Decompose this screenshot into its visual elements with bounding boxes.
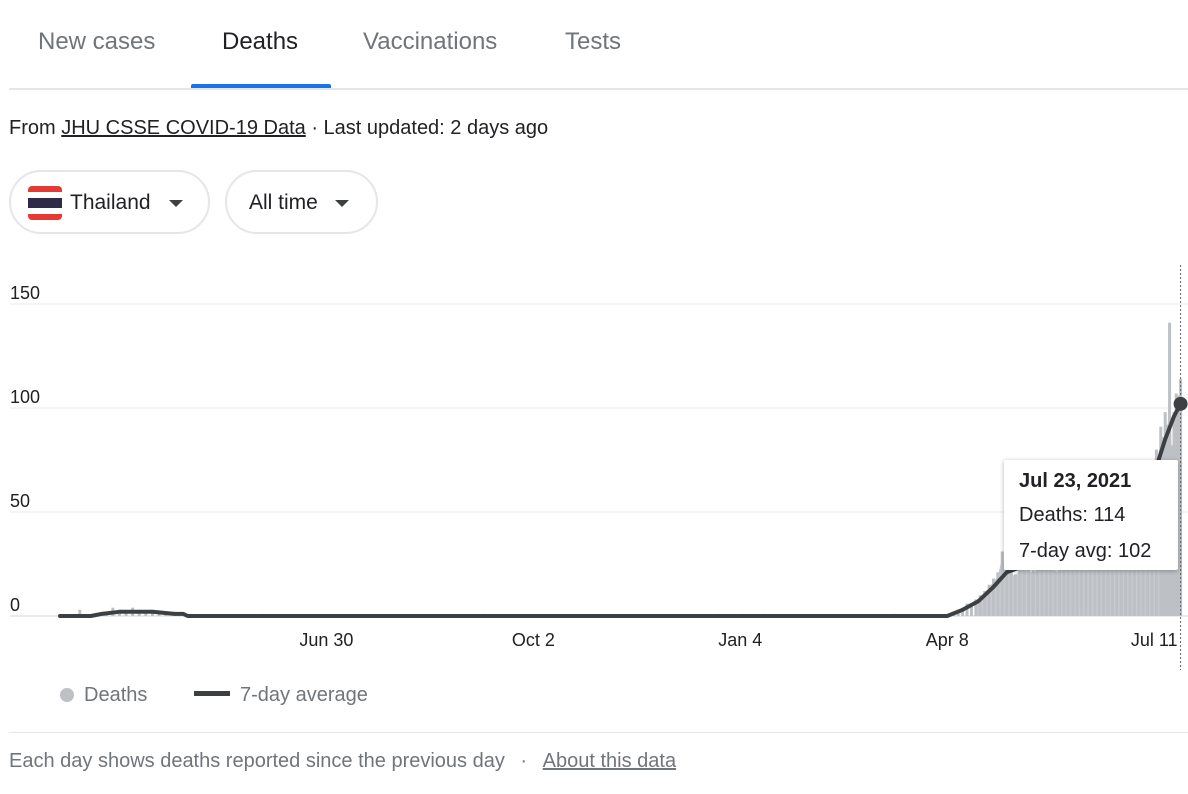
caret-down-icon: [335, 200, 349, 207]
tab-bar: New cases Deaths Vaccinations Tests: [9, 0, 1188, 90]
caret-down-icon: [169, 200, 183, 207]
death-bar: [144, 611, 148, 616]
chart-tooltip: Jul 23, 2021 Deaths: 114 7-day avg: 102: [1004, 460, 1178, 570]
footer: Each day shows deaths reported since the…: [9, 750, 676, 773]
last-updated: · Last updated: 2 days ago: [311, 117, 549, 139]
source-prefix: From: [9, 117, 56, 139]
x-tick-label: Apr 8: [926, 630, 969, 650]
x-tick-label: Oct 2: [512, 630, 555, 650]
death-bar: [965, 603, 969, 616]
tooltip-deaths: Deaths: 114: [1019, 504, 1126, 526]
time-range-label: All time: [249, 191, 318, 214]
tab-new-cases[interactable]: New cases: [38, 28, 156, 55]
y-tick-label: 0: [10, 595, 20, 615]
country-label: Thailand: [70, 191, 151, 214]
legend-average-label: 7-day average: [240, 684, 368, 706]
tab-vaccinations[interactable]: Vaccinations: [363, 28, 498, 55]
thailand-flag-icon: [28, 186, 62, 220]
tab-deaths[interactable]: Deaths: [222, 28, 299, 55]
footer-separator: ·: [520, 750, 528, 772]
y-tick-label: 150: [10, 283, 40, 303]
tooltip-average: 7-day avg: 102: [1019, 540, 1152, 562]
death-bar: [124, 611, 128, 616]
active-tab-indicator: [191, 84, 331, 88]
hover-point: [1173, 396, 1188, 411]
legend-average: 7-day average: [194, 684, 368, 707]
y-tick-label: 100: [10, 387, 40, 407]
death-bar: [969, 605, 973, 616]
legend-deaths: Deaths: [60, 684, 147, 707]
legend-deaths-label: Deaths: [84, 684, 148, 706]
death-bar: [974, 599, 978, 616]
x-tick-label: Jul 11: [1131, 630, 1178, 650]
footer-divider: [9, 732, 1188, 733]
country-dropdown[interactable]: Thailand: [9, 170, 210, 234]
footer-text: Each day shows deaths reported since the…: [9, 750, 505, 772]
death-bar: [78, 609, 82, 616]
legend-line-icon: [194, 691, 230, 696]
time-range-dropdown[interactable]: All time: [225, 170, 378, 234]
tab-tests[interactable]: Tests: [565, 28, 622, 55]
x-tick-label: Jan 4: [718, 630, 762, 650]
source-link[interactable]: JHU CSSE COVID-19 Data: [61, 117, 306, 139]
x-tick-label: Jun 30: [299, 630, 353, 650]
tooltip-date: Jul 23, 2021: [1019, 470, 1132, 492]
legend-dot-icon: [60, 688, 74, 702]
about-data-link[interactable]: About this data: [542, 750, 677, 772]
y-tick-label: 50: [10, 491, 30, 511]
source-line: From JHU CSSE COVID-19 Data · Last updat…: [9, 117, 548, 140]
